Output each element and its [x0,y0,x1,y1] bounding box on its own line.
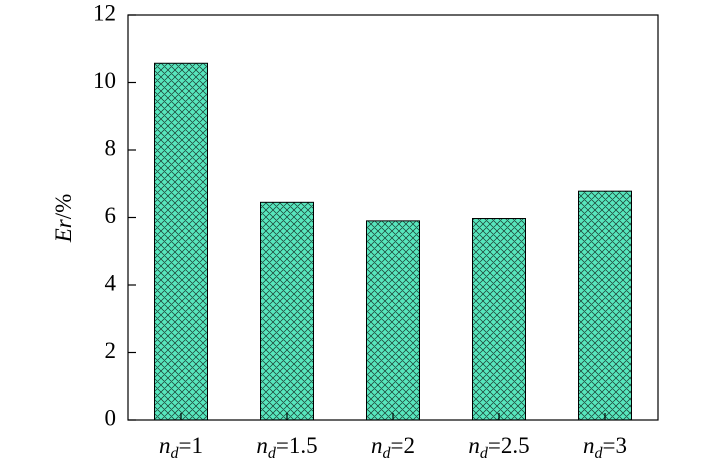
bar [260,201,314,421]
x-tick-label: nd=2.5 [468,433,529,461]
x-tick-label: nd=1.5 [256,433,317,461]
y-tick-label: 12 [93,0,116,25]
y-axis-label: Er/% [51,194,76,244]
x-tick-label: nd=3 [583,433,627,461]
y-tick-label: 10 [93,68,116,93]
bar [154,62,208,421]
y-tick-label: 2 [105,338,117,363]
bar [578,190,632,421]
bar [472,218,526,421]
x-tick-label: nd=1 [159,433,203,461]
bar [366,220,420,421]
y-tick-label: 8 [105,135,117,160]
y-tick-label: 6 [105,203,117,228]
x-tick-label: nd=2 [371,433,415,461]
y-tick-label: 4 [105,270,117,295]
y-tick-label: 0 [105,405,117,430]
